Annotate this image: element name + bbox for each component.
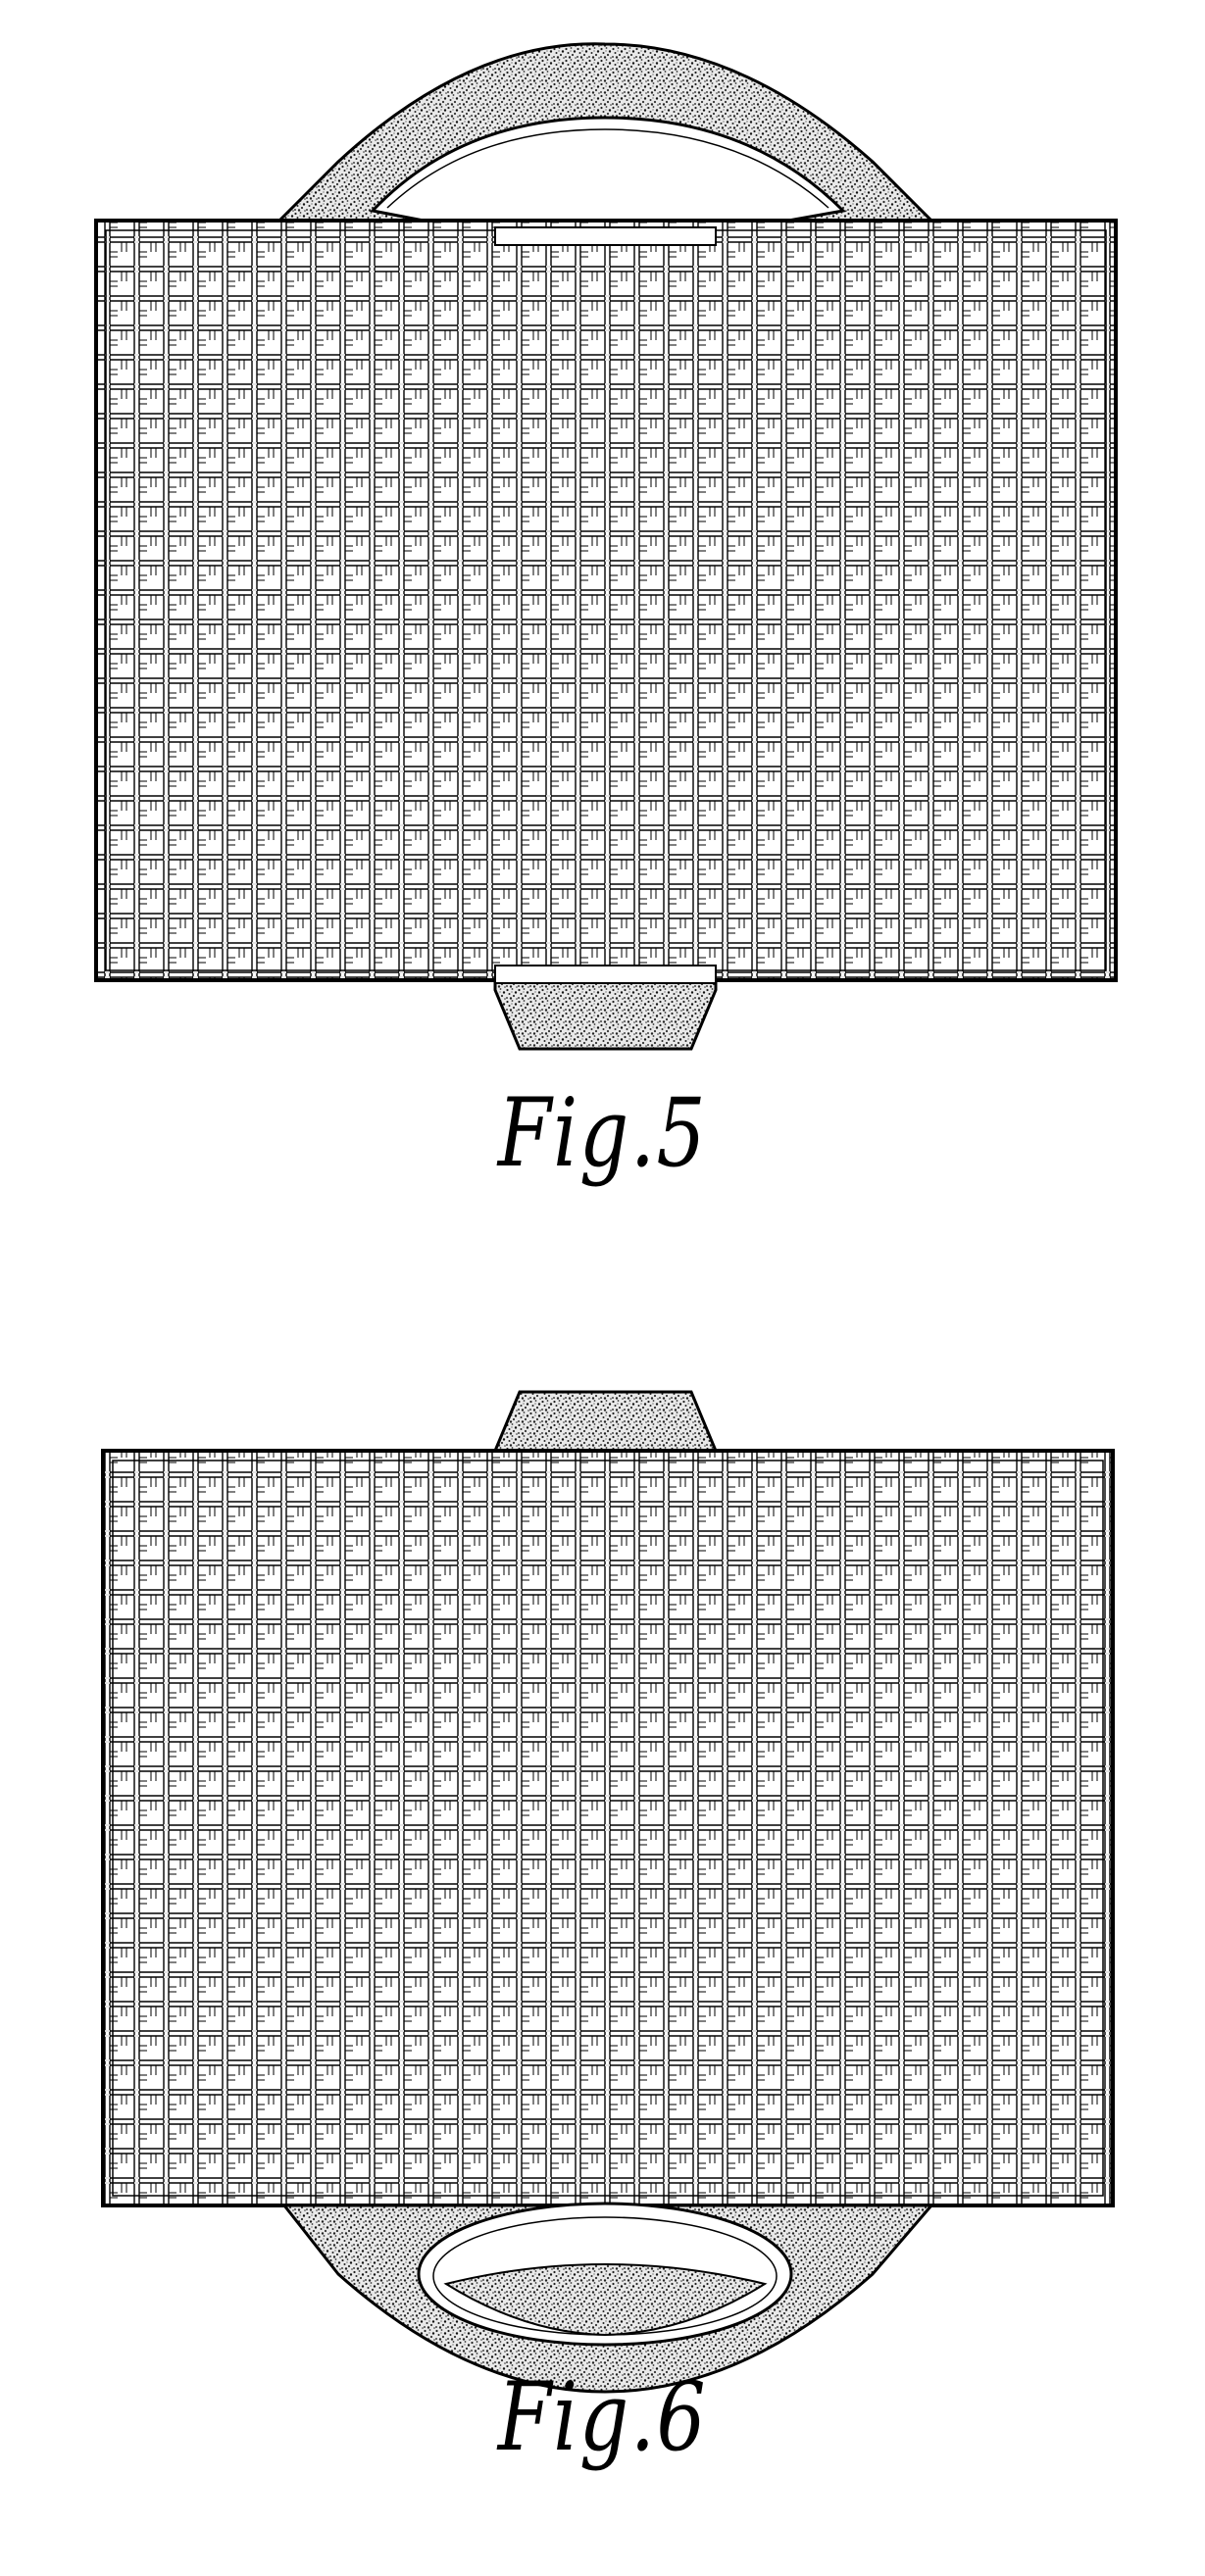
tab-bottom: [495, 966, 716, 1049]
handle-top: [279, 44, 931, 235]
mesh-panel: [103, 1451, 1113, 2205]
figure-6-drawing: [103, 1392, 1113, 2392]
mesh-panel: [96, 221, 1116, 980]
tab-top: [495, 1392, 716, 1451]
figure-5-caption: Fig.5: [109, 1078, 1097, 1188]
figure-5-drawing: [96, 44, 1116, 1049]
figure-6-caption: Fig.6: [109, 2362, 1097, 2472]
